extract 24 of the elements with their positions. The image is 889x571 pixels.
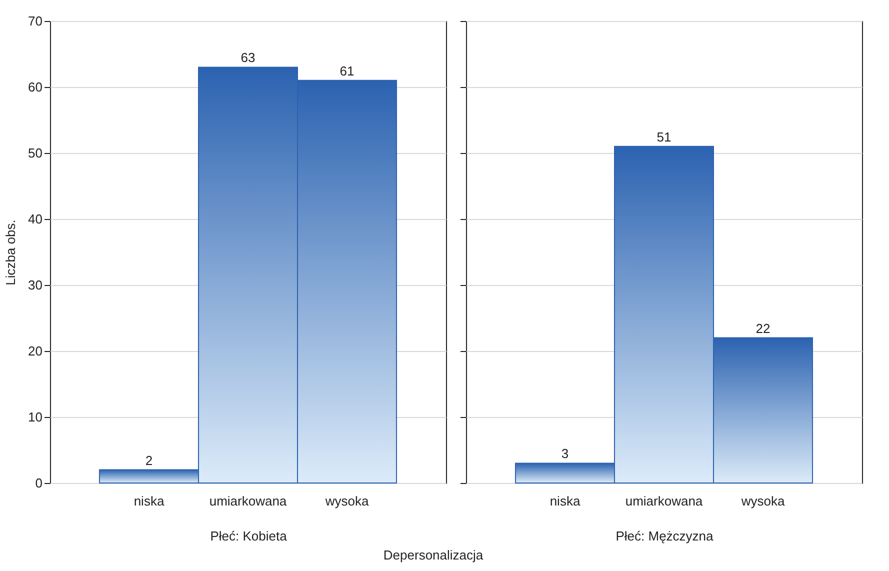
y-tick-label: 20 (28, 344, 42, 358)
x-tick-label: umiarkowana (625, 494, 704, 508)
data-label: 63 (240, 50, 256, 66)
x-tick-label: wysoka (324, 494, 370, 508)
data-label: 61 (340, 63, 354, 78)
y-tick-label: 60 (28, 80, 42, 94)
y-tick-label: 0 (35, 476, 42, 490)
data-label: 22 (756, 320, 770, 336)
text: Depersonalizacja (383, 548, 484, 562)
data-label: 2 (145, 452, 153, 468)
data-label: 51 (656, 129, 672, 144)
y-tick-label: 30 (28, 278, 42, 292)
x-tick-label: wysoka (740, 494, 786, 508)
x-tick-label: niska (134, 494, 165, 508)
x-axis-title: Płeć: Kobieta (210, 528, 288, 544)
y-tick-label: 10 (28, 410, 42, 424)
x-axis-title: Płeć: Mężczyzna (616, 528, 714, 544)
y-tick-label: 40 (28, 212, 42, 226)
y-tick-label: 70 (28, 14, 42, 28)
y-axis-title: Liczba obs. (3, 220, 18, 286)
x-tick-label: niska (550, 494, 581, 508)
y-tick-label: 50 (28, 146, 42, 160)
data-label: 3 (561, 446, 569, 462)
x-tick-label: umiarkowana (209, 494, 288, 508)
